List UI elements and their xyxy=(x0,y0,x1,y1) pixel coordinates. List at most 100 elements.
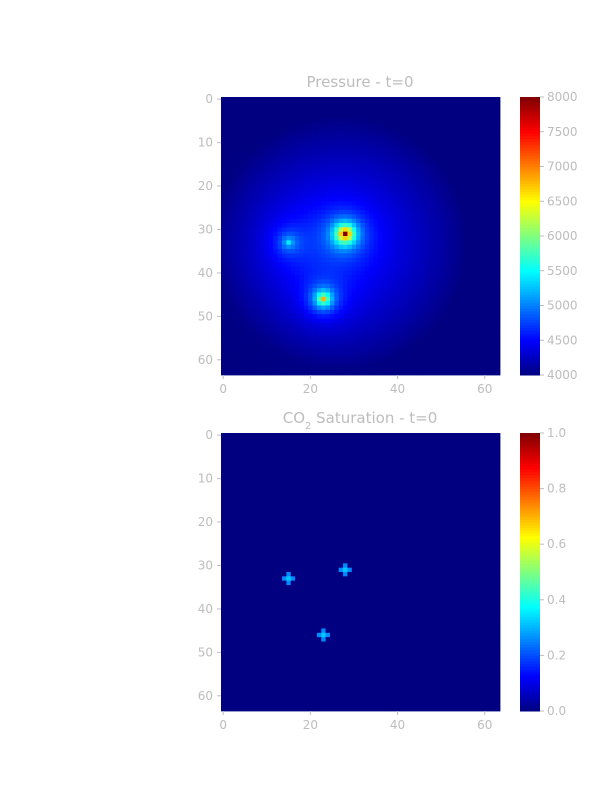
heatmap-cell xyxy=(369,288,374,293)
heatmap-cell xyxy=(268,218,274,224)
colorbar-segment xyxy=(520,169,540,173)
heatmap-cell xyxy=(421,140,501,146)
heatmap-cell xyxy=(399,214,405,220)
heatmap-cell xyxy=(351,244,357,250)
heatmap-cell xyxy=(282,344,287,350)
colorbar-segment xyxy=(520,258,540,262)
heatmap-cell xyxy=(434,262,440,267)
heatmap-cell xyxy=(373,353,379,359)
heatmap-cell xyxy=(364,279,370,285)
heatmap-cell xyxy=(369,175,374,180)
heatmap-cell xyxy=(264,283,270,289)
heatmap-cell xyxy=(360,361,366,367)
heatmap-cell xyxy=(299,262,305,267)
heatmap-cell xyxy=(408,153,414,159)
colorbar-segment xyxy=(520,569,540,573)
heatmap-cell xyxy=(225,188,231,193)
heatmap-cell xyxy=(234,292,239,298)
colorbar-segment xyxy=(520,222,540,226)
heatmap-cell xyxy=(386,162,392,167)
y-tick-label: 50 xyxy=(198,645,213,659)
heatmap-cell xyxy=(308,166,313,172)
heatmap-cell xyxy=(316,131,322,137)
colorbar-segment xyxy=(520,349,540,354)
colorbar-segment xyxy=(520,249,540,254)
heatmap-cell xyxy=(452,292,457,298)
heatmap-cell xyxy=(438,344,501,350)
heatmap-cell xyxy=(343,188,348,193)
heatmap-cell xyxy=(399,179,405,185)
heatmap-cell xyxy=(277,331,283,337)
heatmap-cell xyxy=(443,231,449,237)
heatmap-cell xyxy=(295,136,300,141)
heatmap-cell xyxy=(412,327,418,332)
heatmap-cell xyxy=(303,309,309,315)
heatmap-cell xyxy=(247,205,252,211)
heatmap-cell xyxy=(438,179,444,185)
heatmap-cell xyxy=(434,314,440,319)
heatmap-cell xyxy=(364,157,370,163)
heatmap-cell xyxy=(290,240,296,246)
heatmap-cell xyxy=(299,275,305,280)
heatmap-cell xyxy=(273,162,279,167)
heatmap-cell xyxy=(264,335,270,341)
heatmap-cell xyxy=(221,532,501,538)
heatmap-cell xyxy=(255,192,261,198)
heatmap-cell xyxy=(373,127,379,133)
heatmap-cell xyxy=(308,270,313,276)
heatmap-cell xyxy=(417,305,422,311)
heatmap-cell xyxy=(338,275,344,280)
heatmap-cell xyxy=(282,166,287,172)
heatmap-cell xyxy=(238,209,244,215)
heatmap-cell xyxy=(277,340,283,345)
colorbar-segment xyxy=(520,644,540,648)
heatmap-cell xyxy=(273,244,279,250)
heatmap-cell xyxy=(316,318,322,324)
heatmap-cell xyxy=(417,335,422,341)
heatmap-cell xyxy=(221,667,501,673)
heatmap-cell xyxy=(286,214,292,220)
heatmap-cell xyxy=(303,327,309,332)
heatmap-cell xyxy=(386,266,392,272)
heatmap-cell xyxy=(234,327,244,332)
heatmap-cell xyxy=(282,227,287,233)
heatmap-cell xyxy=(290,331,296,337)
heatmap-cell xyxy=(456,279,462,285)
heatmap-cell xyxy=(460,249,466,254)
heatmap-cell xyxy=(299,236,305,241)
heatmap-cell xyxy=(364,335,370,341)
heatmap-cell xyxy=(221,650,501,655)
colorbar-segment xyxy=(520,294,540,298)
heatmap-cell xyxy=(417,222,422,228)
heatmap-cell xyxy=(460,296,501,302)
heatmap-cell xyxy=(260,283,265,289)
heatmap-cell xyxy=(234,301,239,306)
heatmap-cell xyxy=(456,205,462,211)
heatmap-cell xyxy=(277,314,283,319)
heatmap-cell xyxy=(447,331,501,337)
heatmap-cell xyxy=(391,162,396,167)
heatmap-cell xyxy=(343,322,348,328)
heatmap-cell xyxy=(299,209,305,215)
heatmap-cell xyxy=(456,305,501,311)
heatmap-cell xyxy=(364,144,370,150)
heatmap-cell xyxy=(312,140,318,146)
heatmap-cell xyxy=(447,279,453,285)
heatmap-cell xyxy=(229,296,235,302)
heatmap-cell xyxy=(356,357,361,363)
heatmap-cell xyxy=(425,305,431,311)
heatmap-cell xyxy=(273,140,279,146)
heatmap-cell xyxy=(425,266,431,272)
heatmap-cell xyxy=(299,340,305,345)
heatmap-cell xyxy=(221,541,501,547)
heatmap-cell xyxy=(255,244,261,250)
colorbar-segment xyxy=(520,238,540,243)
heatmap-cell xyxy=(382,153,388,159)
heatmap-cell xyxy=(247,192,252,198)
heatmap-cell xyxy=(255,318,261,324)
heatmap-cell xyxy=(351,361,357,367)
heatmap-cell xyxy=(347,201,353,206)
colorbar-segment xyxy=(520,363,540,368)
heatmap-cell xyxy=(369,262,374,267)
heatmap-cell xyxy=(290,266,296,272)
